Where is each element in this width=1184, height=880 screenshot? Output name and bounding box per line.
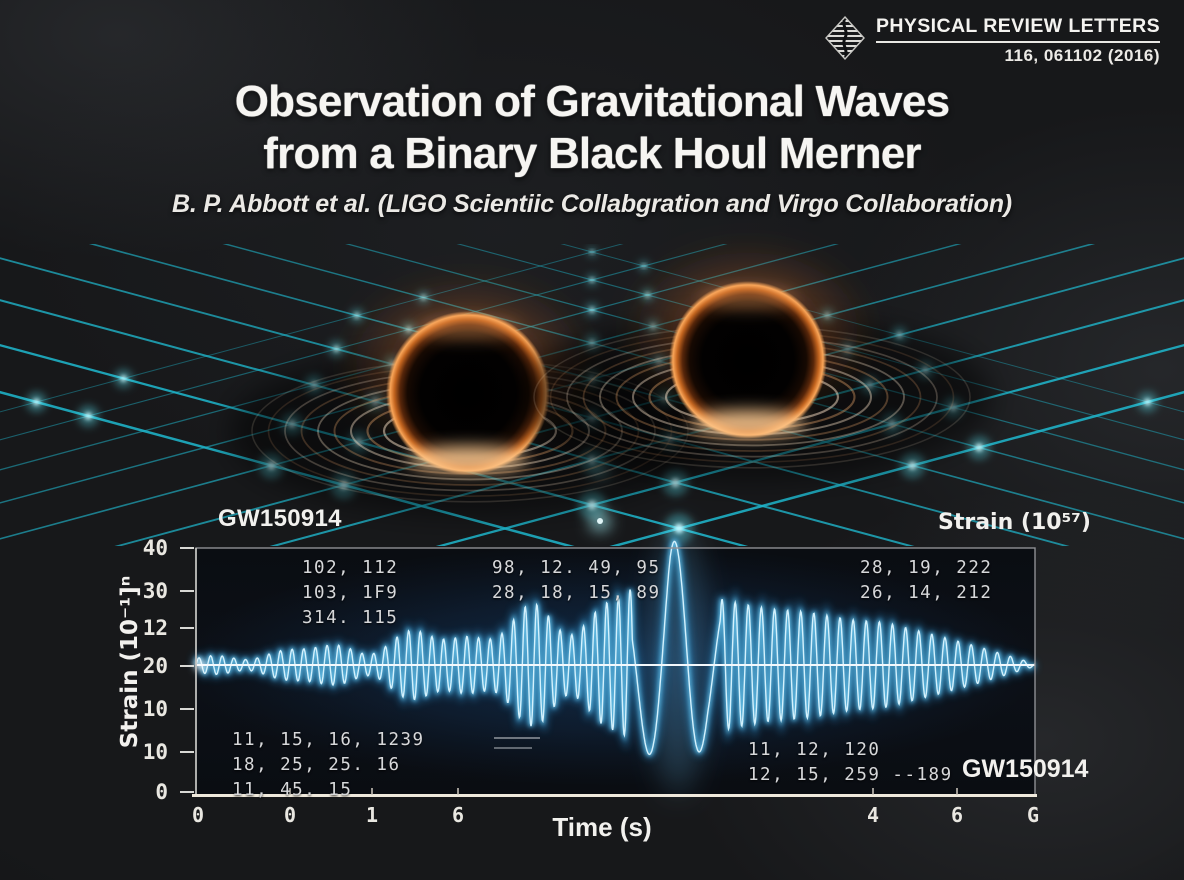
- x-tick: 0: [283, 803, 297, 827]
- y-tick: 20: [142, 654, 168, 678]
- black-holes: [230, 241, 992, 513]
- chart-footer-gw150914: GW150914: [962, 755, 1089, 783]
- annotation-line: 28, 18, 15, 89: [492, 583, 661, 603]
- annotation-line: 11, 45. 15: [232, 780, 353, 800]
- chart-annotation-upper-left: 102, 112 103, 1F9 314. 115: [302, 556, 398, 631]
- x-tick: 0: [191, 803, 205, 827]
- journal-masthead: PHYSICAL REVIEW LETTERS 116, 061102 (201…: [822, 15, 1160, 66]
- annotation-line: 11, 15, 16, 1239: [232, 730, 425, 750]
- title-line-1: Observation of Gravitational Waves: [234, 77, 950, 126]
- paper-title: Observation of Gravitational Waves from …: [0, 76, 1184, 180]
- x-tick: 6: [451, 803, 465, 827]
- strain-units-label: Strain (10⁵⁷): [938, 510, 1091, 535]
- x-tick: G: [1026, 803, 1040, 827]
- annotation-line: 11, 12, 120: [748, 740, 881, 760]
- x-axis-label: Time (s): [552, 812, 652, 842]
- annotation-line: 28, 19, 222: [860, 558, 993, 578]
- chart-annotation-upper-right: 28, 19, 222 26, 14, 212: [860, 556, 992, 606]
- y-tick: 10: [142, 697, 168, 721]
- y-tick: 40: [142, 536, 168, 560]
- x-tick: 4: [866, 803, 880, 827]
- journal-issue: 116, 061102 (2016): [1004, 46, 1160, 65]
- y-tick: 12: [142, 616, 168, 640]
- y-tick: 0: [155, 780, 168, 804]
- chart-title-gw150914: GW150914: [218, 505, 342, 532]
- aps-diamond-logo-icon: [825, 15, 865, 61]
- x-tick: 6: [950, 803, 964, 827]
- journal-name: PHYSICAL REVIEW LETTERS: [875, 15, 1160, 43]
- annotation-line: 314. 115: [302, 608, 399, 628]
- y-tick: 30: [142, 579, 168, 603]
- title-line-2: from a Binary Black Houl Merner: [263, 129, 921, 178]
- chart-annotation-lower-right: 11, 12, 120 12, 15, 259 --189: [748, 738, 953, 788]
- annotation-line: 102, 112: [302, 558, 399, 578]
- y-tick: 10: [142, 740, 168, 764]
- chart-annotation-upper-mid: 98, 12. 49, 95 28, 18, 15, 89: [492, 556, 661, 606]
- annotation-line: 18, 25, 25. 16: [232, 755, 401, 775]
- annotation-line: 12, 15, 259 --189: [748, 765, 953, 785]
- annotation-line: 103, 1F9: [302, 583, 399, 603]
- author-byline: B. P. Abbott et al. (LIGO Scientiic Coll…: [172, 190, 1012, 218]
- annotation-line: 98, 12. 49, 95: [492, 558, 661, 578]
- annotation-line: 26, 14, 212: [860, 583, 993, 603]
- x-tick: 1: [365, 803, 379, 827]
- strain-plot: [180, 525, 1040, 797]
- chart-annotation-lower-left: 11, 15, 16, 1239 18, 25, 25. 16 11, 45. …: [232, 728, 425, 803]
